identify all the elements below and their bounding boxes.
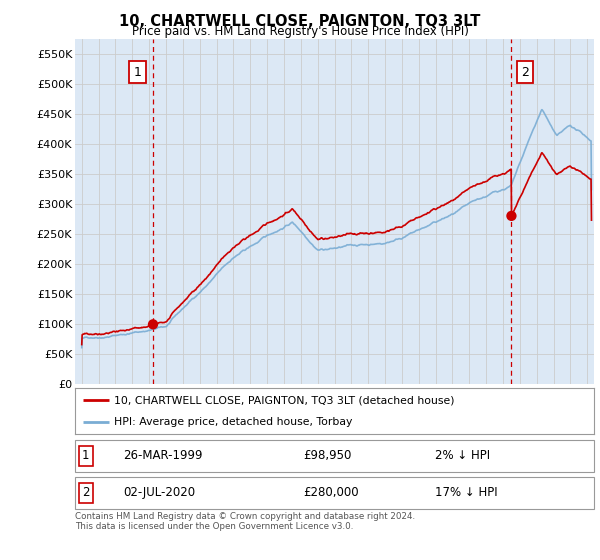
Text: 2% ↓ HPI: 2% ↓ HPI [435, 449, 490, 463]
Text: 10, CHARTWELL CLOSE, PAIGNTON, TQ3 3LT: 10, CHARTWELL CLOSE, PAIGNTON, TQ3 3LT [119, 14, 481, 29]
Text: 1: 1 [133, 66, 141, 78]
Point [148, 320, 158, 329]
Text: Price paid vs. HM Land Registry's House Price Index (HPI): Price paid vs. HM Land Registry's House … [131, 25, 469, 38]
Text: 26-MAR-1999: 26-MAR-1999 [123, 449, 203, 463]
Text: HPI: Average price, detached house, Torbay: HPI: Average price, detached house, Torb… [114, 417, 352, 427]
Text: 2: 2 [82, 486, 89, 500]
Text: £280,000: £280,000 [303, 486, 359, 500]
Point [506, 212, 516, 221]
Text: 17% ↓ HPI: 17% ↓ HPI [435, 486, 497, 500]
Text: 02-JUL-2020: 02-JUL-2020 [123, 486, 195, 500]
Text: 10, CHARTWELL CLOSE, PAIGNTON, TQ3 3LT (detached house): 10, CHARTWELL CLOSE, PAIGNTON, TQ3 3LT (… [114, 395, 454, 405]
Text: Contains HM Land Registry data © Crown copyright and database right 2024.
This d: Contains HM Land Registry data © Crown c… [75, 512, 415, 531]
Text: £98,950: £98,950 [303, 449, 352, 463]
Text: 2: 2 [521, 66, 529, 78]
Text: 1: 1 [82, 449, 89, 463]
